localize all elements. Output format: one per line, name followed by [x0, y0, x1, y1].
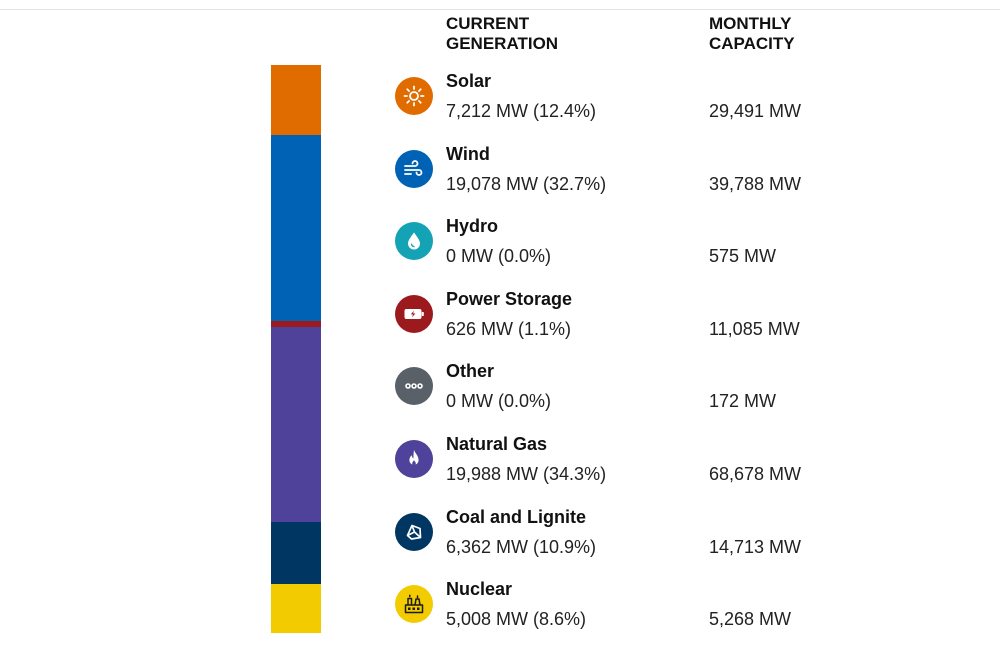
current-generation-value: 0 MW (0.0%) — [446, 246, 552, 267]
nuclear-plant-icon — [395, 585, 433, 624]
current-generation-value: 0 MW (0.0%) — [446, 391, 552, 412]
source-name: Power Storage — [446, 288, 573, 309]
top-divider — [0, 9, 1000, 10]
current-generation-value: 6,362 MW (10.9%) — [446, 536, 597, 557]
source-row-coal-and-lignite: Coal and Lignite 6,362 MW (10.9%) 14,713 M… — [395, 506, 915, 570]
flame-icon — [395, 440, 433, 478]
source-row-solar: Solar 7,212 MW (12.4%) 29,491 MW — [395, 70, 915, 134]
source-row-power-storage: Power Storage 626 MW (1.1%) 11,085 MW — [395, 288, 915, 352]
source-row-natural-gas: Natural Gas 19,988 MW (34.3%) 68,678 MW — [395, 433, 915, 497]
bar-segment-power-storage — [271, 321, 321, 328]
source-row-wind: Wind 19,078 MW (32.7%) 39,788 MW — [395, 143, 915, 207]
generation-stacked-bar — [271, 65, 321, 633]
bar-segment-solar — [271, 65, 321, 136]
current-generation-value: 19,078 MW (32.7%) — [446, 173, 607, 194]
monthly-capacity-value: 5,268 MW — [709, 609, 792, 630]
sun-icon — [395, 77, 433, 115]
source-name: Coal and Lignite — [446, 506, 587, 527]
source-name: Solar — [446, 71, 492, 91]
source-name: Hydro — [446, 216, 499, 237]
bar-segment-nuclear — [271, 584, 321, 633]
monthly-capacity-value: 39,788 MW — [709, 173, 802, 194]
source-name: Other — [446, 361, 495, 382]
current-generation-value: 5,008 MW (8.6%) — [446, 609, 587, 630]
current-generation-value: 626 MW (1.1%) — [446, 318, 572, 339]
source-name: Wind — [446, 143, 490, 164]
wind-icon — [395, 149, 433, 188]
monthly-capacity-value: 29,491 MW — [709, 101, 802, 121]
source-row-other: Other 0 MW (0.0%) 172 MW — [395, 360, 915, 424]
monthly-capacity-value: 14,713 MW — [709, 536, 802, 557]
bar-segment-natural-gas — [271, 327, 321, 523]
current-generation-header: CURRENT GENERATION — [446, 14, 559, 53]
source-row-hydro: Hydro 0 MW (0.0%) 575 MW — [395, 215, 915, 279]
monthly-capacity-value: 68,678 MW — [709, 464, 802, 484]
source-name: Nuclear — [446, 579, 513, 600]
source-name: Natural Gas — [446, 434, 548, 454]
source-row-nuclear: Nuclear 5,008 MW (8.6%) 5,268 MW — [395, 578, 915, 642]
coal-icon — [395, 512, 433, 551]
water-drop-icon — [395, 222, 433, 261]
current-generation-value: 7,212 MW (12.4%) — [446, 101, 597, 121]
bar-segment-coal-and-lignite — [271, 522, 321, 585]
monthly-capacity-value: 575 MW — [709, 246, 777, 267]
monthly-capacity-value: 172 MW — [709, 391, 777, 412]
bar-segment-wind — [271, 135, 321, 322]
current-generation-value: 19,988 MW (34.3%) — [446, 464, 607, 484]
battery-icon — [395, 294, 433, 333]
monthly-capacity-value: 11,085 MW — [709, 318, 800, 339]
monthly-capacity-header: MONTHLY CAPACITY — [709, 14, 795, 53]
more-dots-icon — [395, 367, 433, 406]
